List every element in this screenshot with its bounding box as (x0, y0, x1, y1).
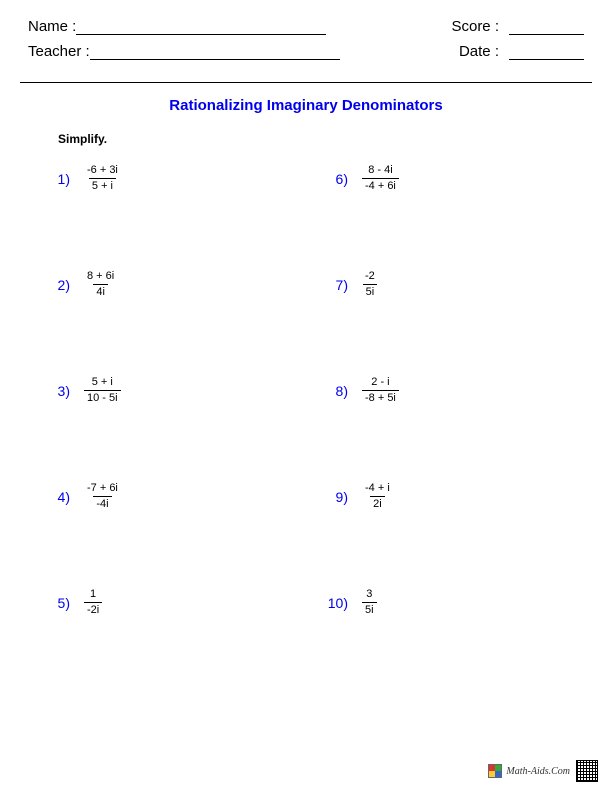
problem-6: 6) 8 - 4i-4 + 6i (318, 164, 399, 193)
denominator: 5i (362, 602, 377, 617)
problem-number: 6) (318, 171, 348, 187)
date-label: Date : (459, 43, 499, 60)
teacher-field: Teacher : (28, 43, 388, 60)
problem-number: 8) (318, 383, 348, 399)
problem-2: 2) 8 + 6i4i (40, 270, 117, 299)
problem-number: 10) (318, 595, 348, 611)
fraction: 5 + i10 - 5i (84, 376, 121, 405)
numerator: 8 + 6i (84, 270, 117, 284)
problem-number: 3) (40, 383, 70, 399)
problem-number: 7) (318, 277, 348, 293)
problem-number: 2) (40, 277, 70, 293)
numerator: 5 + i (89, 376, 116, 390)
denominator: -4i (93, 496, 111, 511)
problem-8: 8) 2 - i-8 + 5i (318, 376, 399, 405)
fraction: -4 + i2i (362, 482, 393, 511)
fraction: -25i (362, 270, 378, 299)
fraction: 8 + 6i4i (84, 270, 117, 299)
score-label: Score : (451, 18, 499, 35)
worksheet-header: Name : Score : Teacher : Date : (0, 0, 612, 76)
footer-text: Math-Aids.Com (506, 766, 570, 777)
denominator: -2i (84, 602, 102, 617)
problems-area: 1)-6 + 3i5 + i2)8 + 6i4i3)5 + i10 - 5i4)… (0, 164, 612, 724)
qr-icon (576, 760, 598, 782)
numerator: 1 (87, 588, 99, 602)
denominator: 4i (93, 284, 108, 299)
problem-number: 5) (40, 595, 70, 611)
header-row-1: Name : Score : (28, 18, 584, 35)
fraction: 35i (362, 588, 377, 617)
problem-number: 4) (40, 489, 70, 505)
denominator: 10 - 5i (84, 390, 121, 405)
numerator: 2 - i (368, 376, 392, 390)
fraction: -6 + 3i5 + i (84, 164, 121, 193)
name-field: Name : (28, 18, 388, 35)
numerator: 8 - 4i (365, 164, 395, 178)
problem-9: 9) -4 + i2i (318, 482, 393, 511)
footer: Math-Aids.Com (488, 760, 598, 782)
score-line[interactable] (509, 19, 584, 35)
denominator: -8 + 5i (362, 390, 399, 405)
problem-1: 1) -6 + 3i5 + i (40, 164, 121, 193)
numerator: -6 + 3i (84, 164, 121, 178)
problem-4: 4) -7 + 6i-4i (40, 482, 121, 511)
name-label: Name : (28, 18, 76, 35)
denominator: 5i (363, 284, 378, 299)
header-divider (20, 82, 592, 83)
problem-5: 5) 1-2i (40, 588, 102, 617)
score-field: Score : (451, 18, 584, 35)
fraction: -7 + 6i-4i (84, 482, 121, 511)
fraction: 1-2i (84, 588, 102, 617)
problem-number: 1) (40, 171, 70, 187)
name-line[interactable] (76, 19, 326, 35)
fraction: 2 - i-8 + 5i (362, 376, 399, 405)
numerator: -4 + i (362, 482, 393, 496)
header-row-2: Teacher : Date : (28, 43, 584, 60)
denominator: 2i (370, 496, 385, 511)
numerator: 3 (363, 588, 375, 602)
problem-3: 3) 5 + i10 - 5i (40, 376, 121, 405)
problem-7: 7) -25i (318, 270, 378, 299)
fraction: 8 - 4i-4 + 6i (362, 164, 399, 193)
problem-number: 9) (318, 489, 348, 505)
teacher-line[interactable] (90, 44, 340, 60)
date-line[interactable] (509, 44, 584, 60)
instruction-text: Simplify. (58, 132, 612, 146)
problem-10: 10) 35i (318, 588, 377, 617)
denominator: 5 + i (89, 178, 116, 193)
numerator: -2 (362, 270, 378, 284)
teacher-label: Teacher : (28, 43, 90, 60)
numerator: -7 + 6i (84, 482, 121, 496)
worksheet-title: Rationalizing Imaginary Denominators (0, 97, 612, 114)
date-field: Date : (459, 43, 584, 60)
denominator: -4 + 6i (362, 178, 399, 193)
logo-icon (488, 764, 502, 778)
